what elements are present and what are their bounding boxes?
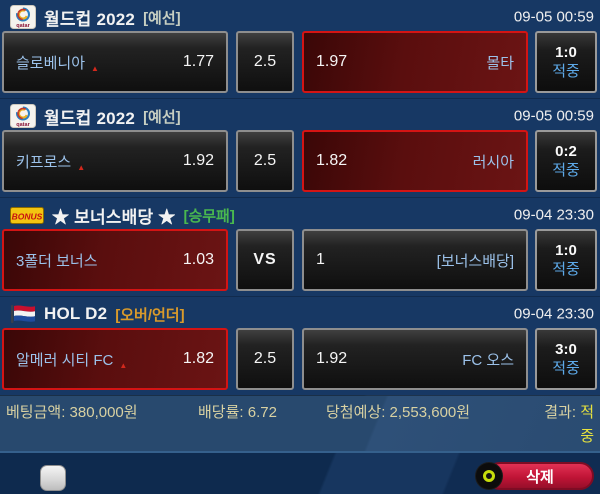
away-odds-value: 1.82 [316,152,348,169]
home-team-name: 키프로스 [16,153,72,171]
vs-box: VS [236,229,294,291]
total-odds: 배당률: 6.72 [198,404,277,421]
league-name: ★ 보너스배당 ★ [52,207,176,227]
line-odds-box: 2.5 [236,328,294,390]
odds-up-icon: ▲ [77,162,86,172]
match-datetime: 09-04 23:30 [513,305,594,323]
away-odds-box: 1.92 FC 오스 [302,328,528,390]
odds-up-icon: ▲ [91,63,99,73]
away-odds-value: 1.92 [316,350,348,367]
league-name: 월드컵 2022 [44,108,136,128]
hit-status: 적중 [552,260,580,278]
match-datetime: 09-05 00:59 [513,107,594,125]
away-team-name: [보너스배당] [436,252,514,270]
hit-status: 적중 [552,359,580,377]
section-header: qatar 월드컵 2022 [예선] 09-05 00:59 [0,102,600,130]
bet-section-4: HOL D2 [오버/언더] 09-04 23:30 알메러 시티 FC ▲ 1.… [0,296,600,395]
market-type: [예선] [143,108,181,126]
delete-toggle-icon [476,463,502,489]
summary-line-1: 베팅금액: 380,000원 배당률: 6.72 당첨예상: 2,553,600… [6,401,600,449]
bet-amount: 베팅금액: 380,000원 [6,404,138,421]
home-team-name: 알메러 시티 FC [16,351,114,369]
away-odds-box: 1 [보너스배당] [302,229,528,291]
qatar-2022-logo-icon: qatar [10,104,36,128]
action-bar: 삭제 [0,451,600,494]
qatar-2022-logo-icon: qatar [10,5,36,29]
league-name: 월드컵 2022 [44,9,136,29]
vs-label: VS [253,251,277,268]
line-value: 2.5 [253,53,277,70]
bet-section-3-bonus: BONUS ★ 보너스배당 ★ [승무패] 09-04 23:30 3폴더 보너… [0,197,600,296]
svg-text:qatar: qatar [16,122,30,128]
result-box: 1:0 적중 [535,31,597,93]
home-odds-value: 1.82 [182,350,214,367]
bonus-badge-icon: BONUS [10,206,44,224]
bet-result: 결과: 적중 [544,404,594,445]
away-odds-value: 1 [316,251,325,268]
final-score: 0:2 [555,142,577,160]
final-score: 3:0 [555,340,577,358]
home-odds-box-selected: 3폴더 보너스 1.03 [2,229,228,291]
line-odds-box: 2.5 [236,31,294,93]
away-team-name: 러시아 [472,153,514,171]
svg-text:qatar: qatar [16,23,30,29]
select-bet-checkbox[interactable] [40,465,66,491]
bet-summary: 베팅금액: 380,000원 배당률: 6.72 당첨예상: 2,553,600… [0,395,600,469]
section-header: HOL D2 [오버/언더] 09-04 23:30 [0,300,600,328]
bet-row: 3폴더 보너스 1.03 VS 1 [보너스배당] 1:0 적중 [0,229,600,291]
line-odds-box: 2.5 [236,130,294,192]
home-odds-box-selected: 알메러 시티 FC ▲ 1.82 [2,328,228,390]
home-odds-value: 1.77 [182,53,214,70]
bet-row: 키프로스 ▲ 1.92 2.5 1.82 러시아 0:2 적중 [0,130,600,192]
market-type: [오버/언더] [115,306,185,324]
result-box: 0:2 적중 [535,130,597,192]
market-type: [승무패] [183,207,235,225]
bonus-badge-text: BONUS [12,211,43,221]
delete-button-label: 삭제 [486,462,594,490]
match-datetime: 09-04 23:30 [513,206,594,224]
bet-row: 슬로베니아 ▲ 1.77 2.5 1.97 몰타 1:0 적중 [0,31,600,93]
delete-button[interactable]: 삭제 [476,462,594,490]
bet-row: 알메러 시티 FC ▲ 1.82 2.5 1.92 FC 오스 3:0 적중 [0,328,600,390]
result-value: 적중 [580,404,594,445]
hit-status: 적중 [552,161,580,179]
home-odds-value: 1.92 [182,152,214,169]
bet-section-2: qatar 월드컵 2022 [예선] 09-05 00:59 키프로스 ▲ 1.… [0,98,600,197]
away-odds-value: 1.97 [316,53,348,70]
home-team-name: 슬로베니아 [16,54,86,72]
line-value: 2.5 [253,152,277,169]
hit-status: 적중 [552,62,580,80]
line-value: 2.5 [253,350,277,367]
odds-up-icon: ▲ [119,360,128,370]
final-score: 1:0 [555,241,577,259]
home-odds-box: 슬로베니아 ▲ 1.77 [2,31,228,93]
away-team-name: FC 오스 [462,351,514,369]
market-type: [예선] [143,9,181,27]
expected-winnings: 당첨예상: 2,553,600원 [326,404,471,421]
result-box: 1:0 적중 [535,229,597,291]
section-header: BONUS ★ 보너스배당 ★ [승무패] 09-04 23:30 [0,201,600,229]
home-odds-value: 1.03 [182,251,214,268]
bet-section-1: qatar 월드컵 2022 [예선] 09-05 00:59 슬로베니아 ▲ 1… [0,0,600,98]
final-score: 1:0 [555,43,577,61]
away-odds-box-selected: 1.82 러시아 [302,130,528,192]
away-odds-box-selected: 1.97 몰타 [302,31,528,93]
league-name: HOL D2 [44,304,108,323]
match-datetime: 09-05 00:59 [513,8,594,26]
home-odds-box: 키프로스 ▲ 1.92 [2,130,228,192]
result-box: 3:0 적중 [535,328,597,390]
away-team-name: 몰타 [486,54,514,72]
home-team-name: 3폴더 보너스 [16,252,98,270]
section-header: qatar 월드컵 2022 [예선] 09-05 00:59 [0,3,600,31]
netherlands-flag-icon [10,304,36,324]
